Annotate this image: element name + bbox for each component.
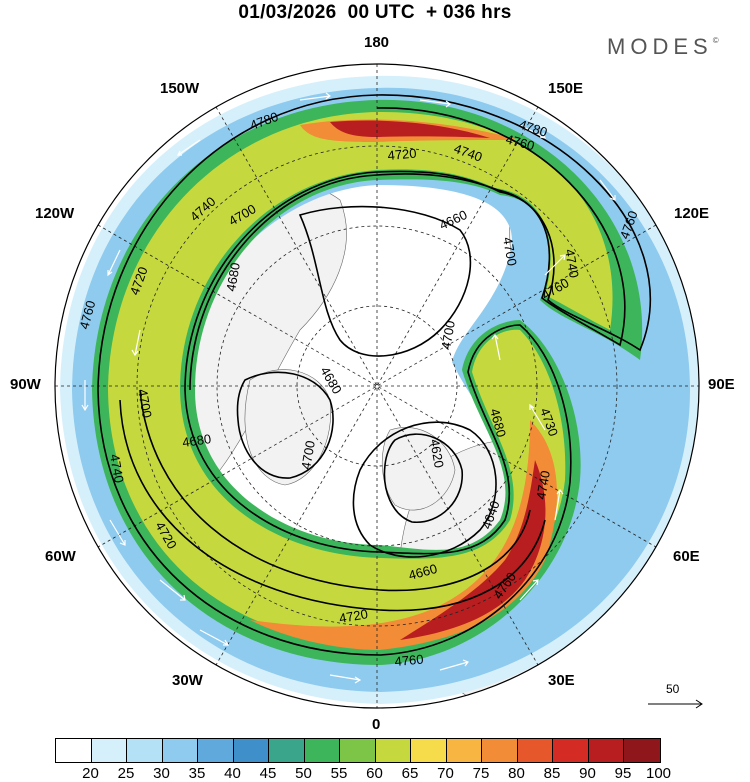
colorbar-tick-label: 80: [508, 765, 525, 782]
lon-label-90e: 90E: [708, 376, 735, 393]
colorbar-swatch: [233, 739, 269, 762]
colorbar-swatch: [482, 739, 518, 762]
contour-label: 4700: [438, 319, 458, 350]
reference-vector: 50: [646, 682, 706, 712]
lon-label-30e: 30E: [548, 672, 575, 689]
colorbar-tick-label: 40: [224, 765, 241, 782]
lon-label-150e: 150E: [548, 80, 584, 97]
colorbar-tick-label: 85: [543, 765, 561, 782]
contour-label: 4740: [107, 453, 127, 484]
lon-label-0: 0: [372, 716, 381, 733]
colorbar-tick-label: 30: [153, 765, 170, 782]
height-contours: [97, 94, 652, 656]
colorbar-swatch: [56, 739, 92, 762]
colorbar-swatch: [304, 739, 340, 762]
contour-label: 4620: [427, 438, 447, 469]
colorbar-tick-label: 90: [579, 765, 596, 782]
lon-label-180: 180: [364, 34, 390, 51]
brand-copyright-mark: ©: [712, 36, 719, 45]
chart-title: 01/03/2026 00 UTC + 036 hrs: [238, 2, 512, 23]
colorbar-swatch: [91, 739, 127, 762]
colorbar-tick-label: 75: [472, 765, 490, 782]
contour-label: 4760: [504, 131, 536, 153]
colorbar-swatch: [411, 739, 447, 762]
colorbar-tick-label: 95: [614, 765, 632, 782]
colorbar-swatch: [588, 739, 624, 762]
colorbar-swatch: [198, 739, 234, 762]
colorbar-tick-label: 50: [295, 765, 312, 782]
lon-label-90w: 90W: [10, 376, 41, 393]
map-border: [54, 63, 700, 709]
colorbar-swatch: [269, 739, 305, 762]
colorbar-tick-label: 45: [259, 765, 277, 782]
colorbar-tick-label: 65: [401, 765, 419, 782]
reference-arrow-icon: [648, 699, 703, 709]
contour-label: 4760: [76, 299, 98, 331]
contour-label: 4740: [562, 248, 582, 279]
colorbar-swatch: [517, 739, 553, 762]
contour-label: 4680: [181, 431, 212, 450]
land-arctic-islands: [381, 427, 456, 511]
jet-band-65: [108, 111, 613, 645]
lon-label-30w: 30W: [172, 672, 203, 689]
colorbar-tick-label: 70: [437, 765, 454, 782]
contour-label: 4680: [223, 261, 243, 292]
colorbar-tick-label: 20: [82, 765, 99, 782]
colorbar-swatch: [553, 739, 589, 762]
wind-vectors: [81, 92, 616, 684]
colorbar-tick-label: 60: [366, 765, 383, 782]
contour-label: 4740: [533, 469, 553, 500]
contour-label: 4700: [135, 388, 155, 419]
brand-logo: MODES©: [607, 34, 719, 60]
contour-label: 4660: [407, 561, 439, 583]
contour-label: 4700: [298, 439, 318, 470]
colorbar-swatch: [127, 739, 163, 762]
contour-label: 4700: [500, 236, 520, 267]
colorbar-tick-label: 25: [117, 765, 135, 782]
reference-vector-label: 50: [666, 682, 680, 696]
colorbar-tick-label: 55: [330, 765, 348, 782]
lon-label-120w: 120W: [35, 205, 75, 222]
lon-label-150w: 150W: [160, 80, 200, 97]
contour-label: 4680: [487, 407, 509, 439]
colorbar-swatch: [624, 739, 660, 762]
lon-label-60w: 60W: [45, 548, 76, 565]
wind-speed-colorbar: [55, 738, 661, 763]
contour-label: 4760: [394, 652, 424, 669]
colorbar-swatch: [340, 739, 376, 762]
colorbar-tick-label: 100: [645, 765, 672, 782]
contour-label: 4720: [387, 146, 417, 163]
colorbar-swatch: [162, 739, 198, 762]
colorbar-swatch: [375, 739, 411, 762]
lon-label-120e: 120E: [674, 205, 710, 222]
colorbar-tick-label: 35: [188, 765, 206, 782]
colorbar-swatch: [446, 739, 482, 762]
brand-text: MODES: [607, 34, 713, 59]
lon-label-60e: 60E: [673, 548, 700, 565]
contour-label: 4720: [338, 606, 369, 626]
